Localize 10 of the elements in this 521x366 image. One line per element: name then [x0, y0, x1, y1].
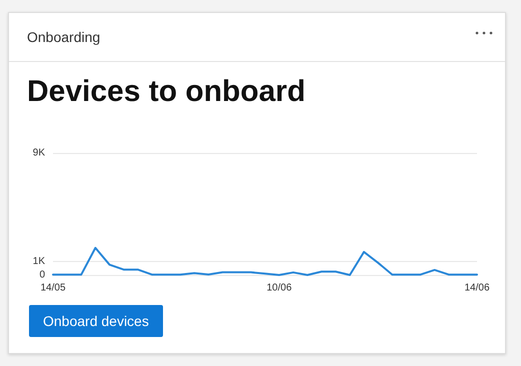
x-tick-label: 14/06: [464, 282, 490, 294]
line-series: [52, 246, 478, 276]
x-tick-label: 14/05: [40, 282, 66, 294]
y-tick-label: 0: [39, 270, 46, 280]
text: Onboard devices: [29, 305, 163, 337]
y-tick-label: 9K: [32, 148, 46, 158]
chart-subtitle: Devices to onboard: [27, 75, 306, 109]
x-tick-label: 10/06: [266, 282, 292, 294]
y-tick-label: 1K: [32, 256, 46, 267]
chart-title: Onboarding: [27, 29, 100, 45]
